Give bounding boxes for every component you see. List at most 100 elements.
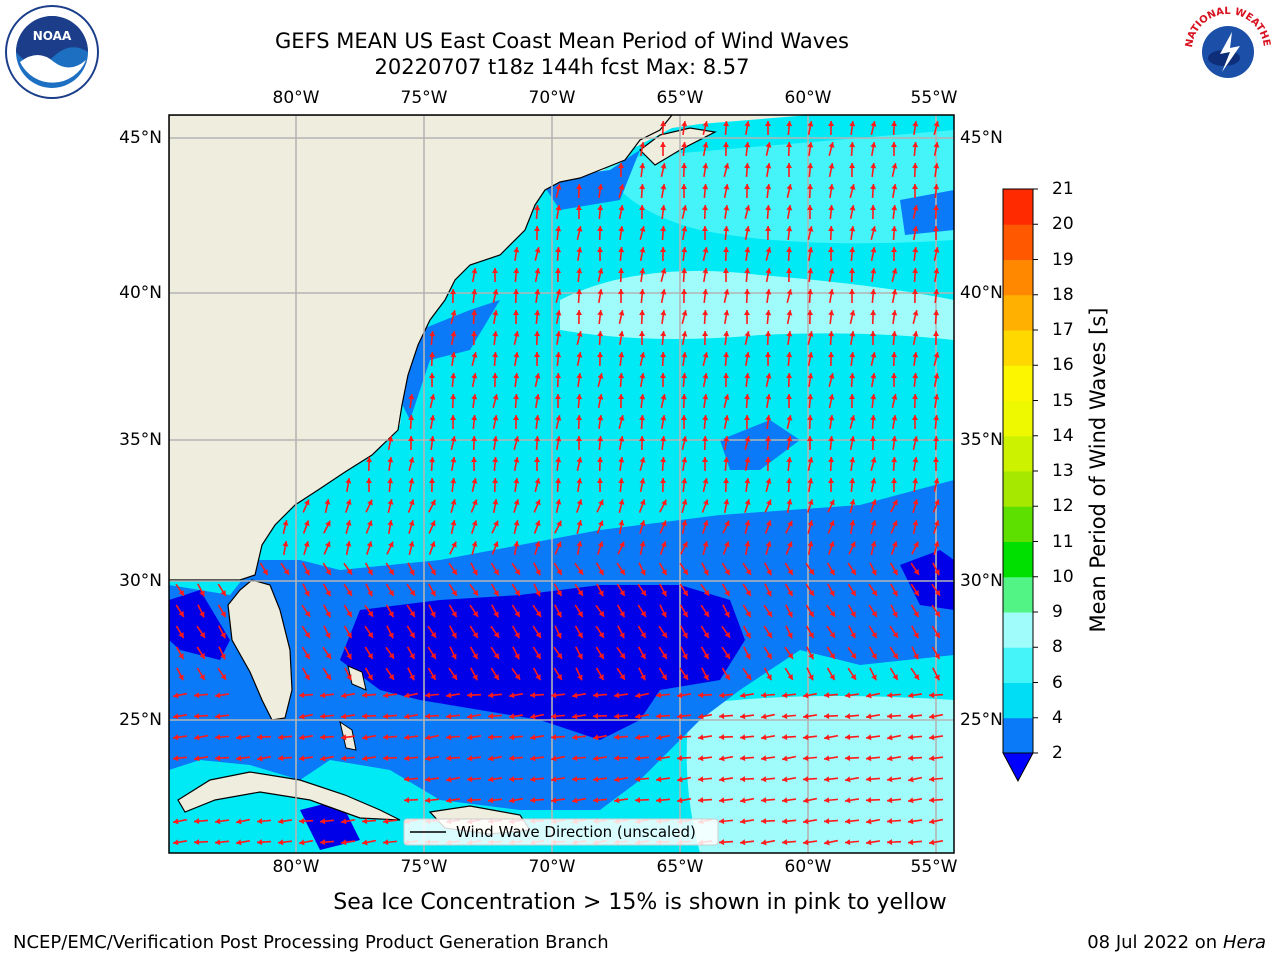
lon-label-top: 75°W: [400, 88, 448, 108]
wave-direction-arrowhead: [786, 352, 793, 358]
wave-direction-arrowhead: [425, 797, 431, 804]
wave-direction-arrowhead: [577, 632, 583, 639]
wave-direction-arrowhead: [551, 776, 557, 783]
wave-direction-arrowhead: [388, 611, 394, 618]
wave-direction-arrowhead: [597, 541, 604, 548]
wave-direction-arrowhead: [829, 499, 835, 506]
wave-direction-arrowhead: [908, 776, 914, 783]
wave-direction-arrowhead: [472, 674, 478, 681]
wave-direction-arrowhead: [618, 478, 625, 484]
wave-direction-arrowhead: [640, 674, 646, 681]
wave-direction-arrowhead: [530, 797, 536, 804]
wave-direction-arrowhead: [467, 755, 473, 762]
wave-direction-arrowhead: [366, 520, 373, 527]
wave-direction-arrowhead: [408, 436, 415, 442]
wave-direction-arrowhead: [215, 692, 221, 699]
wave-direction-arrowhead: [467, 797, 473, 804]
chart-subtitle: 20220707 t18z 144h fcst Max: 8.57: [374, 55, 750, 79]
wave-direction-arrowhead: [425, 755, 431, 762]
wave-direction-arrowhead: [887, 839, 893, 846]
wave-direction-arrowhead: [828, 541, 835, 548]
colorbar-extend-arrow: [1002, 752, 1034, 783]
wave-direction-arrowhead: [425, 734, 431, 741]
wave-direction-arrowhead: [346, 632, 352, 639]
wave-direction-arrowhead: [765, 247, 772, 253]
wave-direction-arrowhead: [471, 310, 478, 316]
wave-direction-arrowhead: [807, 394, 814, 400]
wave-direction-arrowhead: [871, 589, 877, 596]
wave-direction-arrowhead: [723, 331, 730, 337]
lon-label-bottom: 80°W: [272, 857, 320, 877]
wave-direction-arrowhead: [492, 394, 499, 400]
wave-direction-arrowhead: [513, 457, 520, 463]
wave-direction-arrowhead: [299, 692, 305, 699]
wave-direction-arrowhead: [745, 568, 751, 575]
wave-direction-arrowhead: [913, 611, 919, 618]
wave-direction-arrowhead: [933, 268, 940, 274]
wave-direction-arrowhead: [787, 590, 793, 597]
wave-direction-arrowhead: [304, 632, 310, 638]
wave-direction-arrowhead: [765, 205, 772, 211]
wave-direction-arrowhead: [194, 734, 200, 741]
wave-direction-arrowhead: [639, 520, 646, 526]
colorbar-tick-label: 13: [1052, 461, 1074, 481]
wave-direction-arrowhead: [576, 310, 583, 316]
wave-direction-arrowhead: [639, 478, 646, 484]
wave-direction-arrowhead: [807, 499, 814, 506]
wave-direction-arrowhead: [702, 121, 709, 127]
wave-direction-arrowhead: [660, 184, 667, 190]
wave-direction-arrowhead: [367, 632, 373, 638]
wave-direction-arrowhead: [807, 268, 814, 274]
lon-label-top: 60°W: [784, 88, 832, 108]
wave-direction-arrowhead: [598, 590, 604, 597]
wave-direction-arrowhead: [639, 163, 646, 169]
wave-direction-arrowhead: [404, 755, 410, 762]
colorbar-segment: [1003, 506, 1033, 542]
wave-direction-arrowhead: [409, 674, 415, 681]
wave-direction-arrowhead: [425, 713, 431, 720]
wind-wave-arrows: [172, 120, 944, 846]
wave-direction-arrowhead: [429, 352, 436, 358]
wave-direction-arrowhead: [912, 226, 919, 232]
wave-direction-arrowhead: [635, 734, 641, 741]
wave-direction-arrowhead: [325, 569, 331, 575]
wave-direction-arrowhead: [761, 755, 767, 762]
wave-direction-arrowhead: [325, 541, 331, 548]
wave-direction-arrowhead: [807, 184, 814, 190]
wave-direction-arrowhead: [929, 755, 935, 762]
wave-direction-arrowhead: [723, 436, 730, 442]
wave-direction-arrowhead: [387, 478, 394, 484]
wave-direction-arrowhead: [513, 352, 520, 358]
lat-label-right: 25°N: [960, 710, 1003, 730]
wave-direction-arrowhead: [849, 499, 856, 505]
wave-direction-arrowhead: [932, 457, 939, 463]
wave-direction-arrowhead: [659, 142, 666, 148]
dark-core-west: [169, 590, 230, 660]
wave-direction-arrowhead: [367, 610, 374, 617]
wave-direction-arrowhead: [577, 568, 584, 575]
wave-direction-arrowhead: [178, 653, 184, 660]
wave-direction-arrowhead: [702, 415, 709, 421]
colorbar-segment: [1003, 647, 1033, 683]
wave-direction-arrowhead: [891, 352, 898, 358]
wave-direction-arrowhead: [887, 692, 893, 699]
wave-direction-arrowhead: [681, 478, 688, 484]
wave-direction-arrowhead: [367, 569, 373, 576]
mid-cyan-patch: [600, 130, 954, 244]
wave-direction-arrowhead: [934, 674, 940, 681]
wave-direction-arrowhead: [535, 610, 541, 617]
wave-direction-arrowhead: [870, 121, 877, 127]
wave-direction-arrowhead: [409, 653, 415, 660]
wave-direction-arrowhead: [597, 352, 604, 358]
wave-direction-arrowhead: [450, 310, 457, 316]
lat-label-left: 25°N: [119, 710, 162, 730]
wave-direction-arrowhead: [429, 457, 436, 463]
wave-direction-arrowhead: [619, 541, 625, 548]
wave-direction-arrowhead: [680, 184, 687, 190]
wave-direction-arrowhead: [677, 797, 683, 804]
wave-direction-arrowhead: [765, 289, 772, 295]
wave-direction-arrowhead: [215, 818, 221, 825]
wave-direction-arrowhead: [929, 797, 935, 804]
wave-direction-arrowhead: [908, 818, 914, 825]
wave-direction-arrowhead: [887, 755, 893, 762]
